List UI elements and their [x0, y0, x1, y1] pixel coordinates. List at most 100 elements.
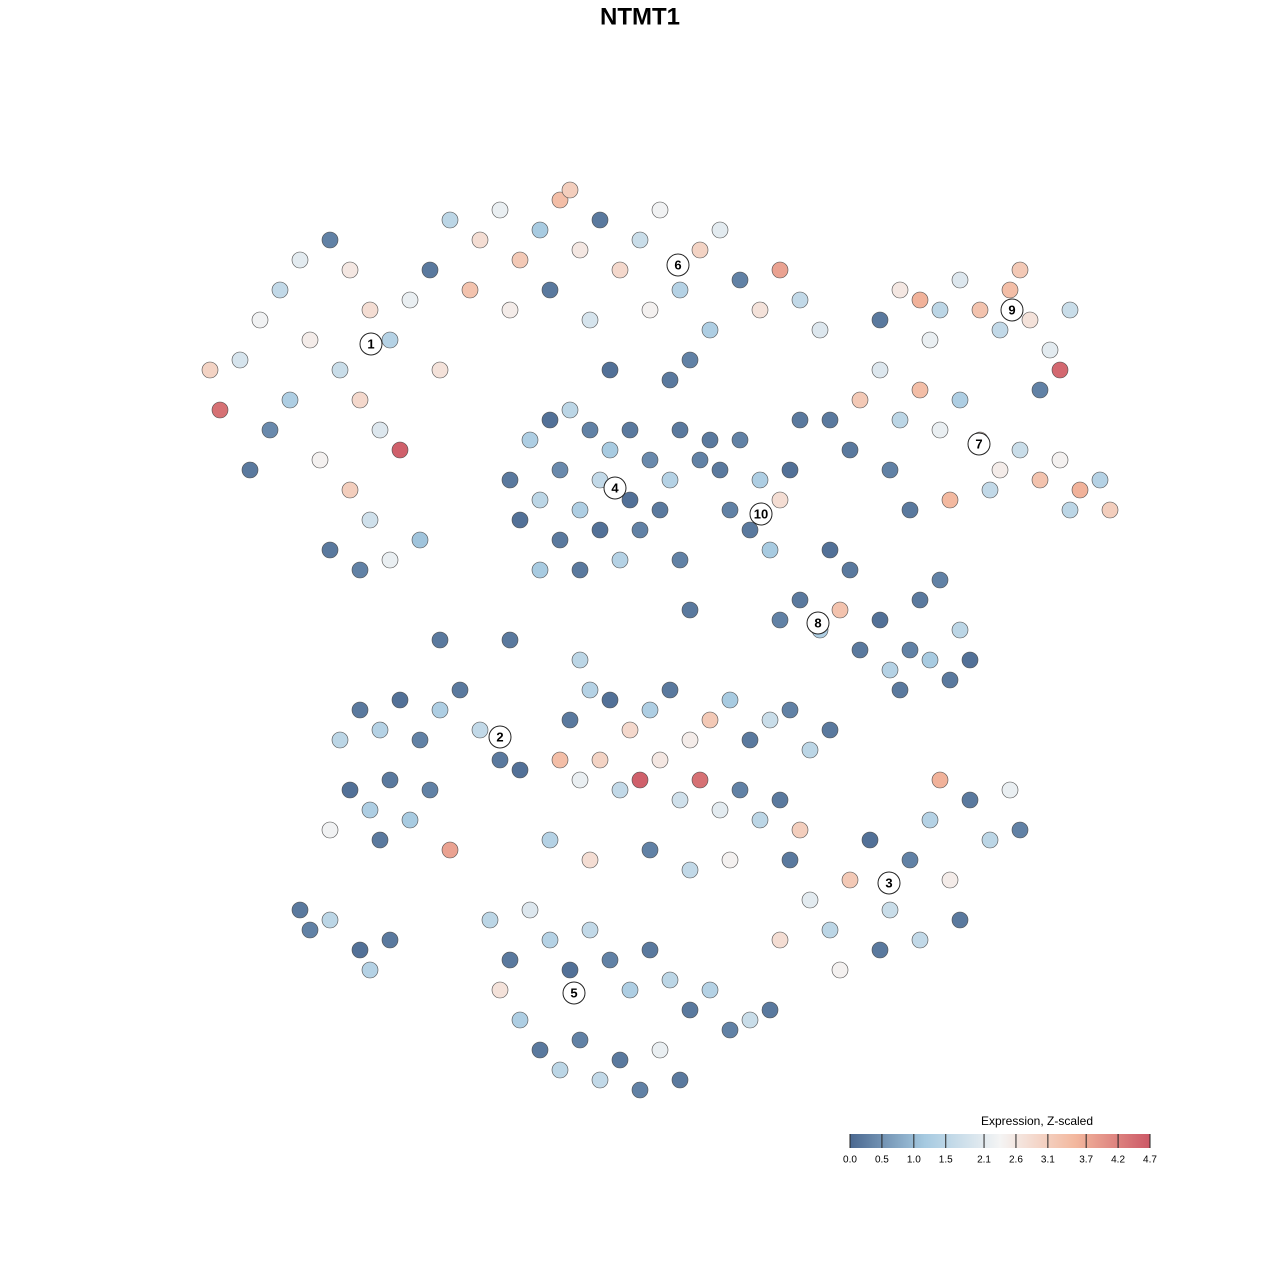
point: [671, 791, 689, 809]
cluster-marker: [666, 253, 690, 277]
cluster-label: 7: [975, 436, 982, 451]
point: [551, 1061, 569, 1079]
point: [851, 641, 869, 659]
colorbar-tick-label: 2.1: [977, 1155, 991, 1166]
point: [901, 851, 919, 869]
point: [1051, 451, 1069, 469]
point: [831, 961, 849, 979]
point: [981, 481, 999, 499]
point: [251, 311, 269, 329]
cluster-marker: [967, 432, 991, 456]
point: [771, 261, 789, 279]
point: [661, 371, 679, 389]
point: [641, 941, 659, 959]
point: [591, 751, 609, 769]
point: [1001, 281, 1019, 299]
point: [561, 961, 579, 979]
point: [701, 431, 719, 449]
point: [651, 751, 669, 769]
point: [1041, 341, 1059, 359]
point: [601, 691, 619, 709]
point: [751, 471, 769, 489]
point: [691, 771, 709, 789]
colorbar-tick-label: 3.1: [1041, 1155, 1055, 1166]
point: [621, 981, 639, 999]
point: [891, 281, 909, 299]
point: [931, 421, 949, 439]
point: [961, 651, 979, 669]
colorbar-tick-label: 4.2: [1111, 1155, 1125, 1166]
point: [341, 261, 359, 279]
point: [401, 811, 419, 829]
point: [321, 231, 339, 249]
point: [771, 791, 789, 809]
point: [711, 221, 729, 239]
point: [561, 401, 579, 419]
point: [701, 321, 719, 339]
cluster-label: 2: [496, 729, 503, 744]
point: [991, 461, 1009, 479]
cluster-marker: [877, 871, 901, 895]
point: [791, 591, 809, 609]
point: [981, 831, 999, 849]
point: [911, 291, 929, 309]
colorbar-tick-label: 0.0: [843, 1155, 857, 1166]
point: [361, 961, 379, 979]
cluster-marker: [749, 502, 773, 526]
point: [971, 301, 989, 319]
point: [541, 411, 559, 429]
point: [381, 331, 399, 349]
point: [521, 431, 539, 449]
cluster-label: 3: [885, 875, 892, 890]
point: [571, 771, 589, 789]
point: [671, 1071, 689, 1089]
point: [661, 971, 679, 989]
point: [281, 391, 299, 409]
point: [431, 631, 449, 649]
point: [681, 351, 699, 369]
point: [801, 741, 819, 759]
point: [511, 1011, 529, 1029]
point: [271, 281, 289, 299]
point: [651, 1041, 669, 1059]
point: [481, 911, 499, 929]
point: [541, 281, 559, 299]
point: [1071, 481, 1089, 499]
point: [721, 851, 739, 869]
point: [711, 461, 729, 479]
point: [361, 801, 379, 819]
point: [951, 391, 969, 409]
point: [611, 261, 629, 279]
point: [991, 321, 1009, 339]
point: [881, 661, 899, 679]
point: [941, 491, 959, 509]
point: [351, 941, 369, 959]
cluster-label: 1: [367, 336, 374, 351]
point: [291, 901, 309, 919]
point: [531, 221, 549, 239]
point: [531, 1041, 549, 1059]
point: [291, 251, 309, 269]
point: [671, 551, 689, 569]
point: [951, 271, 969, 289]
point: [931, 301, 949, 319]
point: [491, 981, 509, 999]
point: [641, 451, 659, 469]
colorbar-tick-label: 1.0: [907, 1155, 921, 1166]
point: [551, 461, 569, 479]
point: [631, 521, 649, 539]
point: [571, 651, 589, 669]
cluster-marker: [488, 725, 512, 749]
point: [791, 411, 809, 429]
point: [1011, 441, 1029, 459]
point: [691, 241, 709, 259]
point: [411, 731, 429, 749]
point: [791, 291, 809, 309]
point: [841, 561, 859, 579]
point: [611, 781, 629, 799]
point: [731, 781, 749, 799]
point: [741, 521, 759, 539]
point: [921, 331, 939, 349]
point: [1011, 261, 1029, 279]
chart-title: NTMT1: [600, 3, 680, 30]
